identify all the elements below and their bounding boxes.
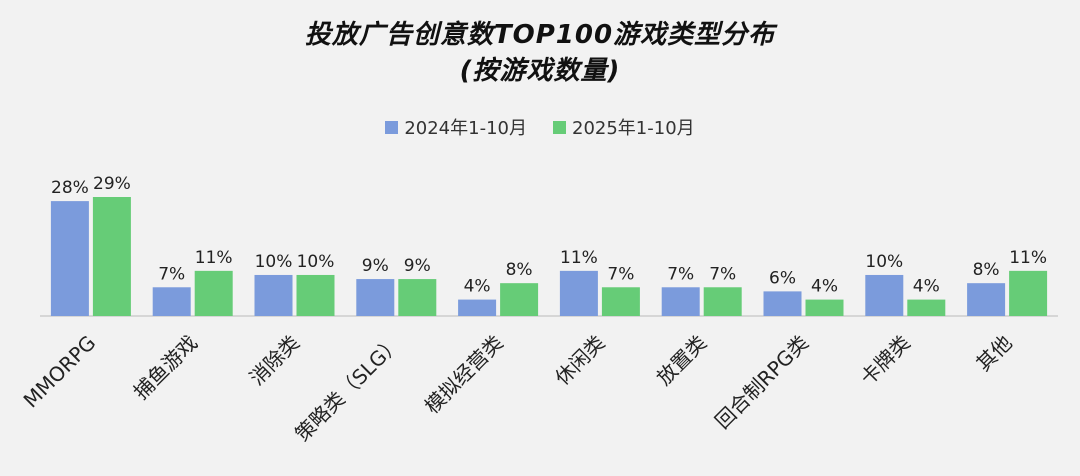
x-tick-label-8: 卡牌类 (855, 331, 914, 390)
bar-2024-5 (559, 270, 598, 316)
bar-2024-2 (254, 274, 293, 316)
bar-2025-3 (398, 279, 437, 316)
bar-2025-0 (92, 197, 131, 316)
x-tick-label-1: 捕鱼游戏 (129, 331, 203, 405)
legend-item-2025: 2025年1-10月 (553, 114, 695, 140)
bar-2024-9 (967, 283, 1006, 316)
x-tick-label-2: 消除类 (245, 331, 304, 390)
chart-title: 投放广告创意数TOP100游戏类型分布 (304, 20, 776, 50)
data-label-2025-2: 10% (297, 252, 335, 272)
data-label-2024-2: 10% (255, 252, 293, 272)
data-label-2025-6: 7% (709, 264, 736, 284)
data-label-2025-5: 7% (607, 264, 634, 284)
bar-2024-8 (865, 274, 904, 316)
legend-label-2025: 2025年1-10月 (572, 118, 695, 139)
data-label-2025-3: 9% (404, 256, 431, 276)
bar-2025-7 (805, 299, 844, 316)
bar-2025-8 (907, 299, 946, 316)
bar-2025-1 (194, 270, 233, 316)
data-label-2025-1: 11% (195, 248, 233, 268)
data-label-2024-8: 10% (865, 252, 903, 272)
bar-2024-7 (763, 291, 802, 316)
x-tick-label-7: 回合制RPG类 (710, 331, 813, 434)
data-label-2024-5: 11% (560, 248, 598, 268)
x-tick-label-4: 模拟经营类 (420, 331, 508, 419)
bar-2025-2 (296, 274, 335, 316)
data-label-2025-7: 4% (811, 277, 838, 297)
bar-2024-4 (458, 299, 497, 316)
bar-2025-9 (1009, 270, 1048, 316)
bar-2025-5 (601, 287, 640, 316)
legend-item-2024: 2024年1-10月 (385, 114, 527, 140)
legend-swatch-2025 (553, 120, 566, 134)
x-tick-label-0: MMORPG (19, 331, 101, 413)
data-label-2025-9: 11% (1009, 248, 1047, 268)
x-tick-label-5: 休闲类 (550, 331, 609, 390)
bar-2024-6 (661, 287, 700, 316)
x-tick-label-3: 策略类（SLG） (290, 331, 406, 447)
data-label-2024-0: 28% (51, 178, 89, 198)
x-tick-label-9: 其他 (971, 331, 1016, 376)
data-label-2024-3: 9% (362, 256, 389, 276)
legend: 2024年1-10月 2025年1-10月 (0, 114, 1080, 140)
bar-2025-4 (500, 283, 539, 316)
chart-subtitle: (按游戏数量) (459, 56, 621, 86)
bar-2025-6 (703, 287, 742, 316)
data-label-2025-8: 4% (913, 277, 940, 297)
data-label-2024-7: 6% (769, 268, 796, 288)
bar-2024-1 (152, 287, 191, 316)
data-label-2024-1: 7% (158, 264, 185, 284)
legend-swatch-2024 (385, 120, 399, 134)
legend-label-2024: 2024年1-10月 (404, 118, 527, 139)
bar-2024-3 (356, 279, 395, 316)
data-label-2024-6: 7% (667, 264, 694, 284)
data-label-2025-0: 29% (93, 174, 131, 194)
x-tick-label-6: 放置类 (652, 331, 711, 390)
data-label-2024-4: 4% (464, 277, 491, 297)
data-label-2024-9: 8% (973, 260, 1000, 280)
data-label-2025-4: 8% (506, 260, 533, 280)
bar-2024-0 (50, 201, 89, 316)
